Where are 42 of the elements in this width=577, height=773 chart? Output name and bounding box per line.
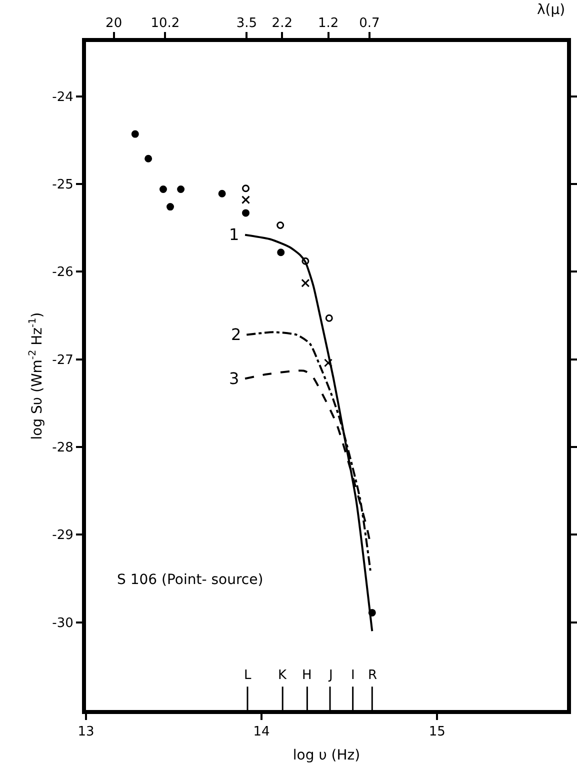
point <box>301 278 310 288</box>
x2-tick-label: 1.2 <box>318 16 339 31</box>
ref-line-label: H <box>302 668 312 683</box>
x-axis-title: log υ (Hz) <box>292 747 360 764</box>
point <box>242 196 250 204</box>
point <box>277 248 285 256</box>
point <box>242 184 250 192</box>
x2-tick-label: 10.2 <box>150 16 180 31</box>
y-tick-label: -24 <box>52 90 74 105</box>
series-label: 2 <box>231 325 242 344</box>
y-tick-label: -26 <box>52 265 74 280</box>
ref-line-label: L <box>244 668 252 683</box>
x2-tick-label: 3.5 <box>236 16 258 31</box>
ref-line-label: J <box>328 668 333 683</box>
series-label: 3 <box>229 369 240 388</box>
y-tick-label: -27 <box>52 352 74 368</box>
point <box>166 203 174 211</box>
point <box>159 186 167 194</box>
ref-line-label: K <box>278 668 287 683</box>
x2-tick-label: 2.2 <box>272 16 292 31</box>
x2-axis-title: λ(μ) <box>537 2 566 18</box>
point <box>324 358 333 368</box>
y-tick-label: -25 <box>52 178 74 193</box>
y-tick-label: -30 <box>52 616 74 631</box>
x2-tick-label: 0.7 <box>359 16 380 31</box>
point <box>325 314 333 322</box>
x-tick-label: 15 <box>428 724 446 740</box>
series-label: 1 <box>229 225 240 244</box>
annotation: S 106 (Point- source) <box>117 572 264 588</box>
x2-tick-label: 20 <box>106 16 122 31</box>
point <box>177 186 185 194</box>
point <box>218 190 226 198</box>
point <box>144 154 152 162</box>
point <box>131 130 139 138</box>
x-tick-label: 14 <box>253 724 270 740</box>
point <box>276 221 284 229</box>
point <box>242 209 250 217</box>
y-tick-label: -29 <box>52 528 74 544</box>
ref-line-label: I <box>351 668 355 683</box>
ref-line-label: R <box>368 668 378 683</box>
y-tick-label: -28 <box>52 440 74 456</box>
x-tick-label: 13 <box>78 724 94 740</box>
